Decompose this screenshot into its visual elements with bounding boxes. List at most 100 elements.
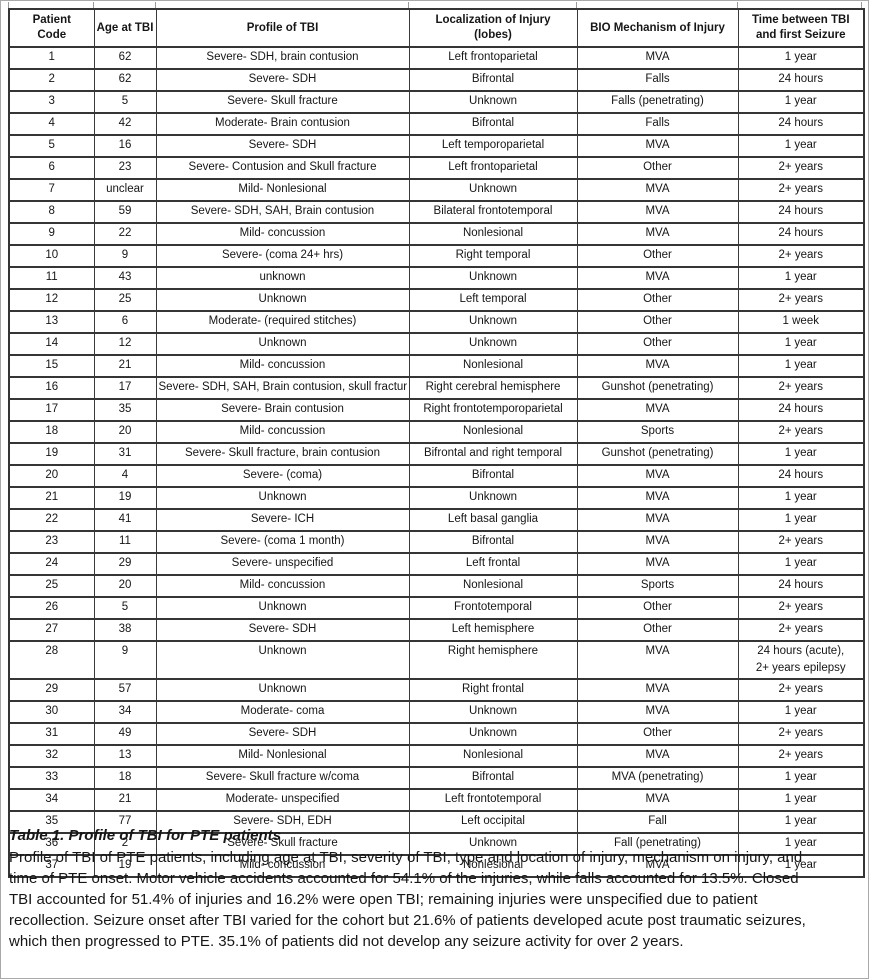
profile-text: Severe- SDH bbox=[248, 623, 317, 635]
mechanism-cell: MVA bbox=[576, 134, 739, 158]
localization-cell: Left temporoparietal bbox=[408, 134, 578, 158]
profile-text: Severe- SDH, EDH bbox=[233, 815, 332, 827]
time-cell: 24 hours bbox=[737, 398, 865, 422]
age-cell: 41 bbox=[93, 508, 157, 532]
localization-cell: Nonlesional bbox=[408, 354, 578, 378]
time-cell: 2+ years bbox=[737, 596, 865, 620]
table-row: 31 49 Severe- SDH Unknown Other 2+ years bbox=[8, 722, 865, 746]
profile-text: Severe- Skull fracture bbox=[227, 837, 338, 849]
profile-text: Unknown bbox=[258, 293, 307, 305]
localization-cell: Bifrontal bbox=[408, 530, 578, 554]
time-cell: 1 year bbox=[737, 90, 865, 114]
profile-cell: Severe- Skull fracture, brain contusion bbox=[155, 442, 410, 466]
profile-text: Severe- Skull fracture bbox=[227, 95, 338, 107]
mechanism-cell: MVA bbox=[576, 744, 739, 768]
table-row: 23 11 Severe- (coma 1 month) Bifrontal M… bbox=[8, 530, 865, 554]
age-cell: 9 bbox=[93, 244, 157, 268]
profile-text: Unknown bbox=[258, 491, 307, 503]
time-cell: 2+ years bbox=[737, 618, 865, 642]
time-cell: 1 year bbox=[737, 766, 865, 790]
time-cell: 24 hours bbox=[737, 464, 865, 488]
profile-cell: Severe- (coma) bbox=[155, 464, 410, 488]
localization-cell: Right hemisphere bbox=[408, 640, 578, 680]
mechanism-cell: MVA bbox=[576, 854, 739, 878]
localization-cell: Unknown bbox=[408, 266, 578, 290]
profile-cell: Severe- Skull fracture w/coma bbox=[155, 766, 410, 790]
profile-cell: unknown bbox=[155, 266, 410, 290]
age-cell: 4 bbox=[93, 464, 157, 488]
mechanism-cell: Sports bbox=[576, 574, 739, 598]
localization-cell: Left frontoparietal bbox=[408, 156, 578, 180]
patient-code-cell: 7 bbox=[8, 178, 95, 202]
table-row: 25 20 Mild- concussion Nonlesional Sport… bbox=[8, 574, 865, 598]
table-row: 32 13 Mild- Nonlesional Nonlesional MVA … bbox=[8, 744, 865, 768]
patient-code-cell: 4 bbox=[8, 112, 95, 136]
patient-code-cell: 20 bbox=[8, 464, 95, 488]
table-row: 12 25 Unknown Left temporal Other 2+ yea… bbox=[8, 288, 865, 312]
table-row: 4 42 Moderate- Brain contusion Bifrontal… bbox=[8, 112, 865, 136]
time-cell: 24 hours bbox=[737, 200, 865, 224]
mechanism-cell: MVA bbox=[576, 640, 739, 680]
profile-cell: Severe- SDH, SAH, Brain contusion, skull… bbox=[155, 376, 410, 400]
profile-text: Mild- concussion bbox=[239, 359, 326, 371]
time-cell: 1 year bbox=[737, 810, 865, 834]
table-row: 36 2 Severe- Skull fracture Unknown Fall… bbox=[8, 832, 865, 856]
column-border-tick bbox=[93, 2, 94, 8]
localization-cell: Left hemisphere bbox=[408, 618, 578, 642]
age-cell: 23 bbox=[93, 156, 157, 180]
column-border-tick bbox=[861, 2, 862, 8]
patient-code-cell: 21 bbox=[8, 486, 95, 510]
patient-code-cell: 9 bbox=[8, 222, 95, 246]
mechanism-cell: MVA bbox=[576, 788, 739, 812]
time-cell: 24 hours (acute), 2+ years epilepsy bbox=[737, 640, 865, 680]
localization-cell: Left frontal bbox=[408, 552, 578, 576]
profile-cell: Unknown bbox=[155, 678, 410, 702]
mechanism-cell: MVA bbox=[576, 486, 739, 510]
profile-cell: Unknown bbox=[155, 288, 410, 312]
age-cell: 17 bbox=[93, 376, 157, 400]
header-time-to-seizure: Time between TBI and first Seizure bbox=[737, 8, 865, 48]
time-cell: 1 year bbox=[737, 854, 865, 878]
age-cell: 59 bbox=[93, 200, 157, 224]
age-cell: 19 bbox=[93, 854, 157, 878]
time-cell: 1 year bbox=[737, 134, 865, 158]
time-cell: 2+ years bbox=[737, 376, 865, 400]
profile-text: Unknown bbox=[258, 645, 307, 657]
profile-cell: Mild- concussion bbox=[155, 574, 410, 598]
column-border-tick bbox=[408, 2, 409, 8]
mechanism-cell: Falls (penetrating) bbox=[576, 90, 739, 114]
patient-code-cell: 32 bbox=[8, 744, 95, 768]
header-row: Patient Code Age at TBI Profile of TBI L… bbox=[8, 8, 865, 48]
profile-cell: Severe- SDH bbox=[155, 68, 410, 92]
age-cell: 21 bbox=[93, 788, 157, 812]
header-bio-mechanism: BIO Mechanism of Injury bbox=[576, 8, 739, 48]
mechanism-cell: Other bbox=[576, 596, 739, 620]
localization-cell: Right temporal bbox=[408, 244, 578, 268]
mechanism-cell: MVA bbox=[576, 266, 739, 290]
mechanism-cell: Sports bbox=[576, 420, 739, 444]
profile-text: Severe- SDH bbox=[248, 139, 317, 151]
column-border-tick bbox=[737, 2, 738, 8]
age-cell: 19 bbox=[93, 486, 157, 510]
column-border-tick bbox=[576, 2, 577, 8]
localization-cell: Bifrontal bbox=[408, 766, 578, 790]
caption-title: Table 1. Profile of TBI for PTE patients bbox=[9, 827, 281, 844]
time-cell: 2+ years bbox=[737, 678, 865, 702]
profile-text: Severe- Skull fracture w/coma bbox=[205, 771, 360, 783]
header-localization: Localization of Injury (lobes) bbox=[408, 8, 578, 48]
profile-text: Severe- Brain contusion bbox=[221, 403, 344, 415]
profile-cell: Severe- Skull fracture bbox=[155, 832, 410, 856]
table-row: 6 23 Severe- Contusion and Skull fractur… bbox=[8, 156, 865, 180]
patient-code-cell: 26 bbox=[8, 596, 95, 620]
age-cell: 38 bbox=[93, 618, 157, 642]
profile-text: Severe- SDH, SAH, Brain contusion, skull… bbox=[158, 381, 407, 393]
profile-text: Severe- Skull fracture, brain contusion bbox=[185, 447, 380, 459]
time-cell: 1 year bbox=[737, 442, 865, 466]
mechanism-cell: Other bbox=[576, 332, 739, 356]
age-cell: 18 bbox=[93, 766, 157, 790]
age-cell: 62 bbox=[93, 68, 157, 92]
profile-cell: Severe- SDH bbox=[155, 618, 410, 642]
profile-cell: Severe- Contusion and Skull fracture bbox=[155, 156, 410, 180]
age-cell: 6 bbox=[93, 310, 157, 334]
